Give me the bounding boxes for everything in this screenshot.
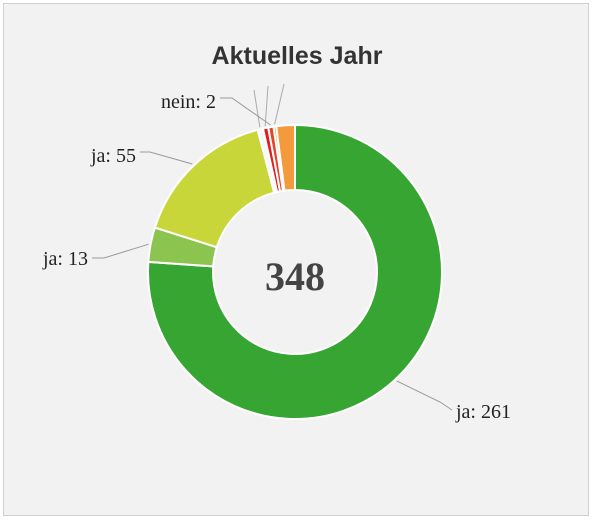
- slice-label: nein: 2: [161, 91, 216, 113]
- center-total: 348: [265, 254, 325, 299]
- chart-title: Aktuelles Jahr: [211, 42, 383, 70]
- donut-slice: [147, 123, 443, 420]
- label-leader-line: [253, 89, 261, 128]
- label-leader-lines: [92, 83, 453, 411]
- label-leader-line: [140, 151, 193, 165]
- donut-slices: [147, 123, 443, 420]
- slice-labels: ja: 261 ja: 13 ja: 55 nein: 2: [42, 91, 511, 423]
- slice-label: ja: 261: [455, 401, 511, 423]
- label-leader-line: [264, 85, 269, 127]
- chart-panel: [3, 3, 589, 516]
- label-leader-line: [220, 97, 271, 126]
- donut-slice: [275, 123, 296, 192]
- donut-slice: [153, 128, 276, 249]
- label-leader-line: [92, 243, 149, 259]
- slice-label: ja: 13: [42, 248, 88, 270]
- label-leader-line: [396, 380, 453, 411]
- slice-label: ja: 55: [90, 145, 136, 167]
- label-leader-line: [274, 83, 285, 125]
